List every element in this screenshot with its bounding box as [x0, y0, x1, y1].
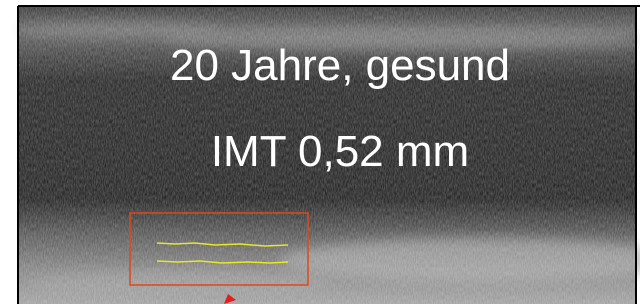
caption-line2: IMT 0,52 mm	[211, 127, 469, 176]
page: 20 Jahre, gesund IMT 0,52 mm (() => { co…	[0, 0, 640, 304]
caption-line1: 20 Jahre, gesund	[170, 41, 510, 90]
ultrasound-view: 20 Jahre, gesund IMT 0,52 mm	[0, 0, 640, 304]
